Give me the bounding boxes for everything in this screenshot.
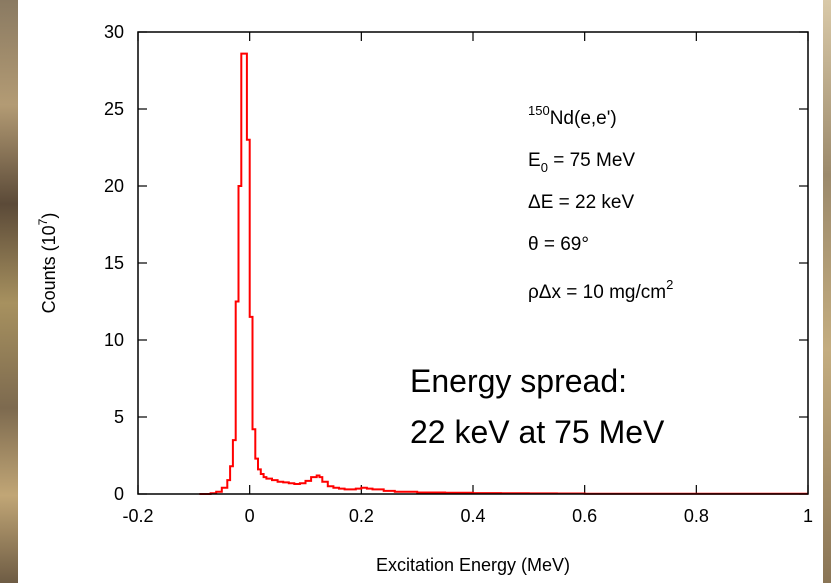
y-tick-label: 20 <box>104 176 124 196</box>
y-axis-title-suffix: ) <box>39 213 59 219</box>
y-axis-title: Counts (107) <box>36 213 59 314</box>
annotation-resolution: ΔE = 22 keV <box>528 192 634 213</box>
series-layer <box>199 52 808 495</box>
x-axis-title: Excitation Energy (MeV) <box>376 555 570 575</box>
y-axis-title-exponent: 7 <box>36 218 50 225</box>
annotation-beam-energy-symbol: E <box>528 150 541 171</box>
x-tick-label: 0.6 <box>572 506 597 526</box>
x-tick-label: 0 <box>245 506 255 526</box>
x-tick-label: 1 <box>803 506 813 526</box>
annotation-angle: θ = 69° <box>528 234 589 255</box>
annotation-target: 150Nd(e,e') <box>528 103 617 129</box>
energy-spread-note-line-1: Energy spread: <box>410 363 627 399</box>
y-tick-label: 10 <box>104 330 124 350</box>
x-tick-label: 0.4 <box>460 506 485 526</box>
y-tick-label: 15 <box>104 253 124 273</box>
annotation-target-mass: 150 <box>528 103 550 118</box>
annotation-target-text: Nd(e,e') <box>550 108 617 129</box>
energy-spread-note-line-2: 22 keV at 75 MeV <box>410 414 665 450</box>
plot-frame <box>137 31 809 495</box>
x-tick-label: 0.2 <box>349 506 374 526</box>
annotation-beam-energy: E0 = 75 MeV <box>528 150 635 175</box>
chart-panel <box>18 0 823 583</box>
y-tick-label: 0 <box>114 484 124 504</box>
x-tick-label: 0.8 <box>684 506 709 526</box>
y-tick-label: 5 <box>114 407 124 427</box>
y-tick-label: 30 <box>104 22 124 42</box>
spectrum-line <box>199 52 808 495</box>
y-axis-title-prefix: Counts (10 <box>39 225 59 313</box>
x-tick-label: -0.2 <box>122 506 153 526</box>
annotation-thickness-exponent: 2 <box>666 277 673 292</box>
annotation-thickness: ρΔx = 10 mg/cm2 <box>528 277 673 303</box>
annotation-beam-energy-subscript: 0 <box>541 160 548 175</box>
annotation-beam-energy-value: = 75 MeV <box>548 150 635 171</box>
annotation-thickness-text: ρΔx = 10 mg/cm <box>528 282 666 303</box>
y-tick-label: 25 <box>104 99 124 119</box>
